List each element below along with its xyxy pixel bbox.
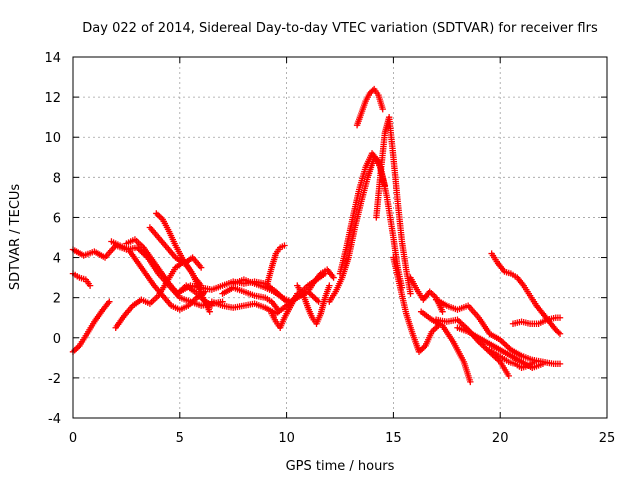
series-track-7 <box>153 210 205 289</box>
series-track-14 <box>268 290 301 331</box>
x-tick-label: 5 <box>176 431 184 446</box>
data-point-marker <box>467 378 474 386</box>
y-tick-label: 14 <box>44 51 61 66</box>
y-tick-label: -2 <box>48 372 61 387</box>
series-track-5 <box>108 238 209 313</box>
data-point-marker <box>439 308 446 315</box>
x-tick-label: 20 <box>492 431 509 446</box>
data-point-marker <box>330 274 337 281</box>
series-track-22 <box>407 274 446 315</box>
series-track-3 <box>69 298 113 356</box>
series-track-16 <box>304 266 337 295</box>
data-point-marker <box>379 105 386 113</box>
x-tick-label: 0 <box>69 431 77 446</box>
data-point-marker <box>206 308 213 315</box>
data-point-marker <box>531 358 538 366</box>
series-track-23 <box>417 308 474 386</box>
x-tick-label: 15 <box>385 431 402 446</box>
y-axis-label: SDTVAR / TECUs <box>8 184 23 291</box>
data-point-marker <box>326 282 333 289</box>
data-point-marker <box>315 298 322 305</box>
y-tick-label: 8 <box>53 171 61 186</box>
y-tick-label: 12 <box>44 91 61 106</box>
y-tick-label: -4 <box>48 412 61 427</box>
series-track-8 <box>146 224 205 271</box>
data-point-marker <box>556 330 564 337</box>
series-track-27 <box>488 250 564 337</box>
series-track-2 <box>69 270 94 289</box>
data-point-marker <box>369 87 376 94</box>
data-point-marker <box>274 306 282 313</box>
data-point-marker <box>539 360 547 368</box>
grid-lines <box>73 57 607 418</box>
data-point-marker <box>555 329 562 336</box>
series-track-11 <box>219 284 282 313</box>
data-point-marker <box>197 264 205 271</box>
y-tick-label: 10 <box>44 131 61 146</box>
data-points <box>69 85 564 386</box>
plot-frame <box>72 56 608 419</box>
y-tick-label: 0 <box>53 332 61 347</box>
axis-ticks: 0 5 10 15 20 25 -4 -2 0 2 4 6 8 10 12 14 <box>44 51 615 446</box>
data-point-marker <box>556 314 564 321</box>
series-track-19 <box>353 85 386 129</box>
data-point-marker <box>106 298 113 305</box>
data-point-marker <box>556 360 564 368</box>
series-track-26 <box>454 324 547 372</box>
y-tick-label: 4 <box>53 252 61 267</box>
x-tick-label: 10 <box>278 431 295 446</box>
data-point-marker <box>86 282 94 289</box>
x-axis-label: GPS time / hours <box>286 459 395 474</box>
series-track-21 <box>390 254 442 356</box>
chart-title: Day 022 of 2014, Sidereal Day-to-day VTE… <box>82 21 598 36</box>
series-track-15 <box>294 282 333 327</box>
data-point-marker <box>381 182 389 189</box>
series-track-24 <box>432 296 564 368</box>
data-point-marker <box>281 242 288 249</box>
y-tick-label: 2 <box>53 292 61 307</box>
data-point-marker <box>505 372 512 380</box>
series-track-13 <box>264 242 288 287</box>
y-tick-label: 6 <box>53 211 61 226</box>
series-track-29 <box>486 346 538 372</box>
series-track-20 <box>373 113 414 297</box>
series-track-28 <box>509 314 564 327</box>
data-point-marker <box>407 290 414 297</box>
x-tick-label: 25 <box>599 431 616 446</box>
